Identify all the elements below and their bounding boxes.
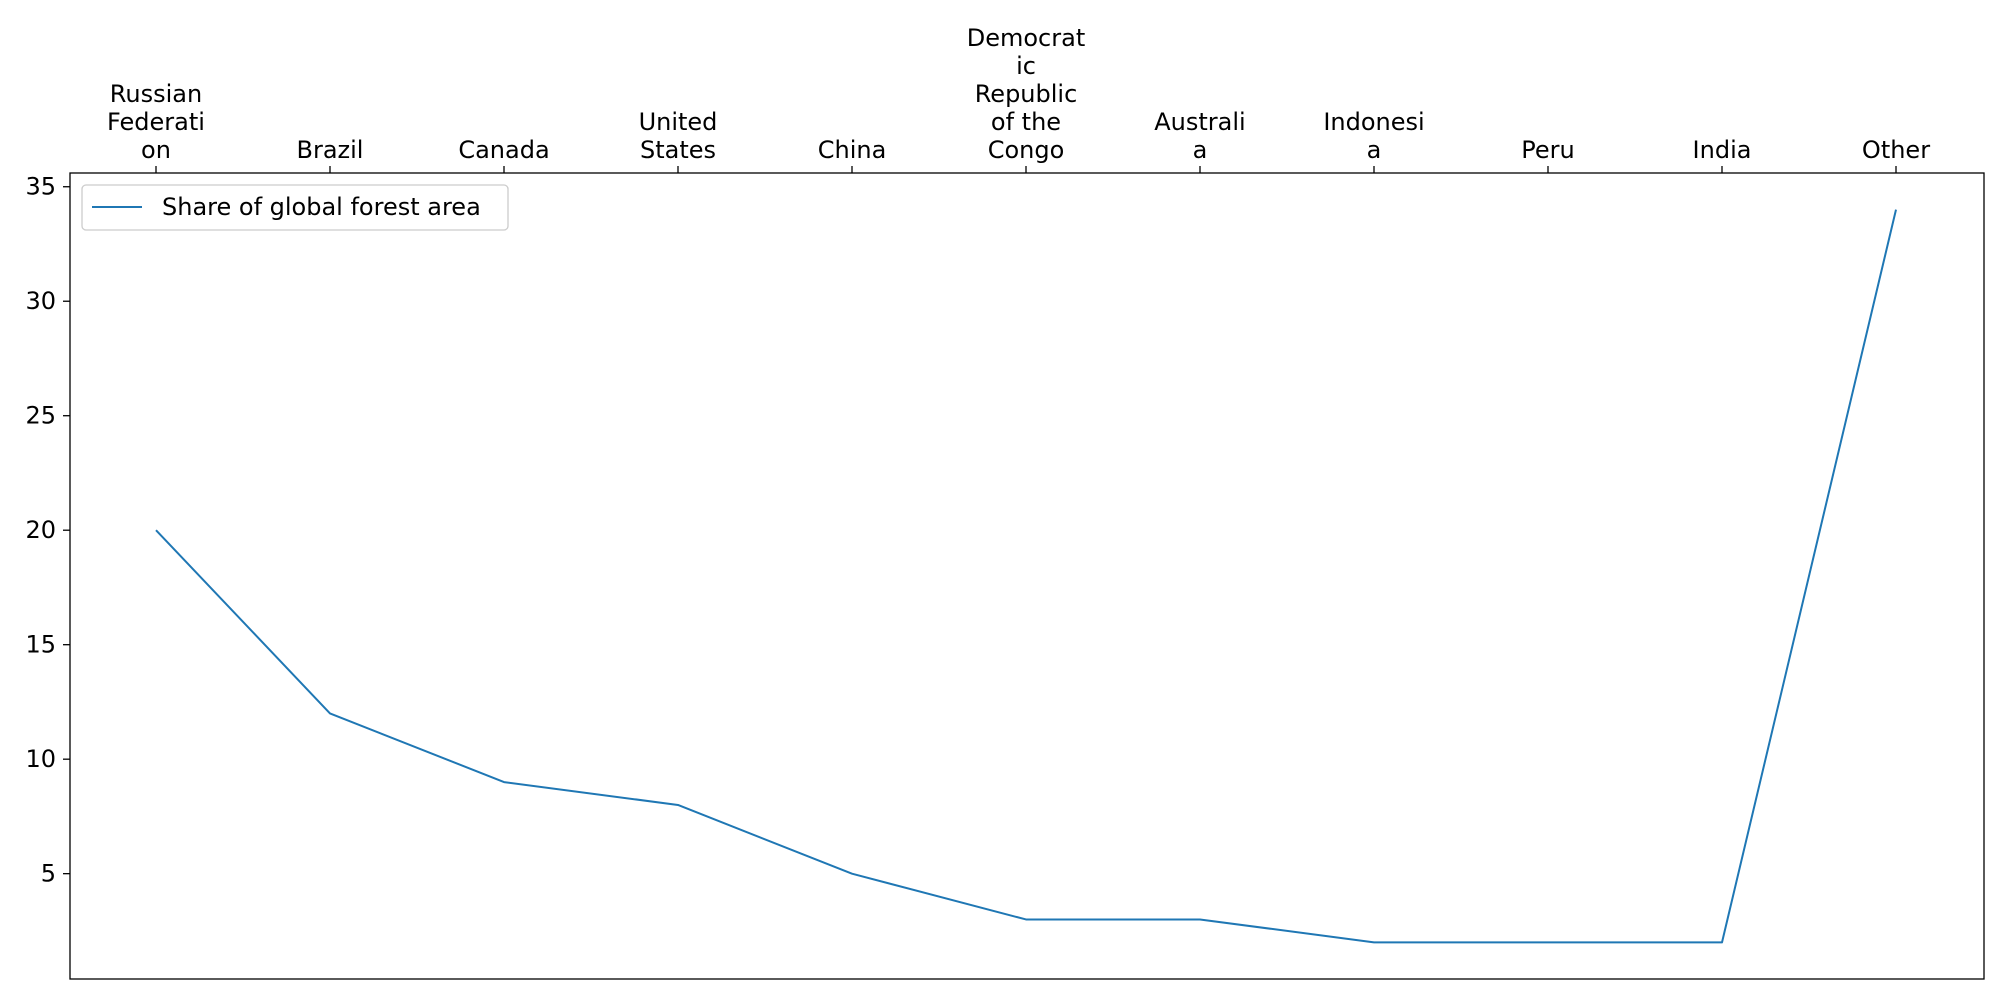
x-tick-label: Other	[1862, 136, 1930, 164]
x-tick-label: Democrat ic Republic of the Congo	[967, 24, 1086, 164]
x-tick-label: United States	[639, 108, 718, 164]
y-tick-label: 5	[41, 860, 56, 888]
x-tick-group: Russian Federati on Brazil Canada United State…	[107, 24, 1930, 173]
legend: Share of global forest area	[81, 184, 509, 231]
plot-area	[69, 172, 1985, 980]
y-tick-label: 15	[25, 631, 56, 659]
x-tick-label: Russian Federati on	[107, 80, 205, 164]
x-tick-label: Australi a	[1154, 108, 1245, 164]
y-tick-label: 30	[25, 287, 56, 315]
legend-label: Share of global forest area	[162, 193, 481, 221]
x-tick-label: Indonesi a	[1323, 108, 1424, 164]
y-tick-label: 25	[25, 402, 56, 430]
series-layer	[155, 209, 1897, 944]
x-tick-label: India	[1693, 136, 1752, 164]
y-tick-label: 10	[25, 745, 56, 773]
x-tick-label: Canada	[458, 136, 549, 164]
y-tick-group: 5 10 15 20 25 30 35	[25, 173, 70, 888]
y-tick-label: 20	[25, 516, 56, 544]
legend-box	[81, 184, 509, 231]
x-tick-label: Peru	[1521, 136, 1574, 164]
x-tick-label: Brazil	[297, 136, 364, 164]
y-tick-label: 35	[25, 173, 56, 201]
x-tick-label: China	[818, 136, 887, 164]
